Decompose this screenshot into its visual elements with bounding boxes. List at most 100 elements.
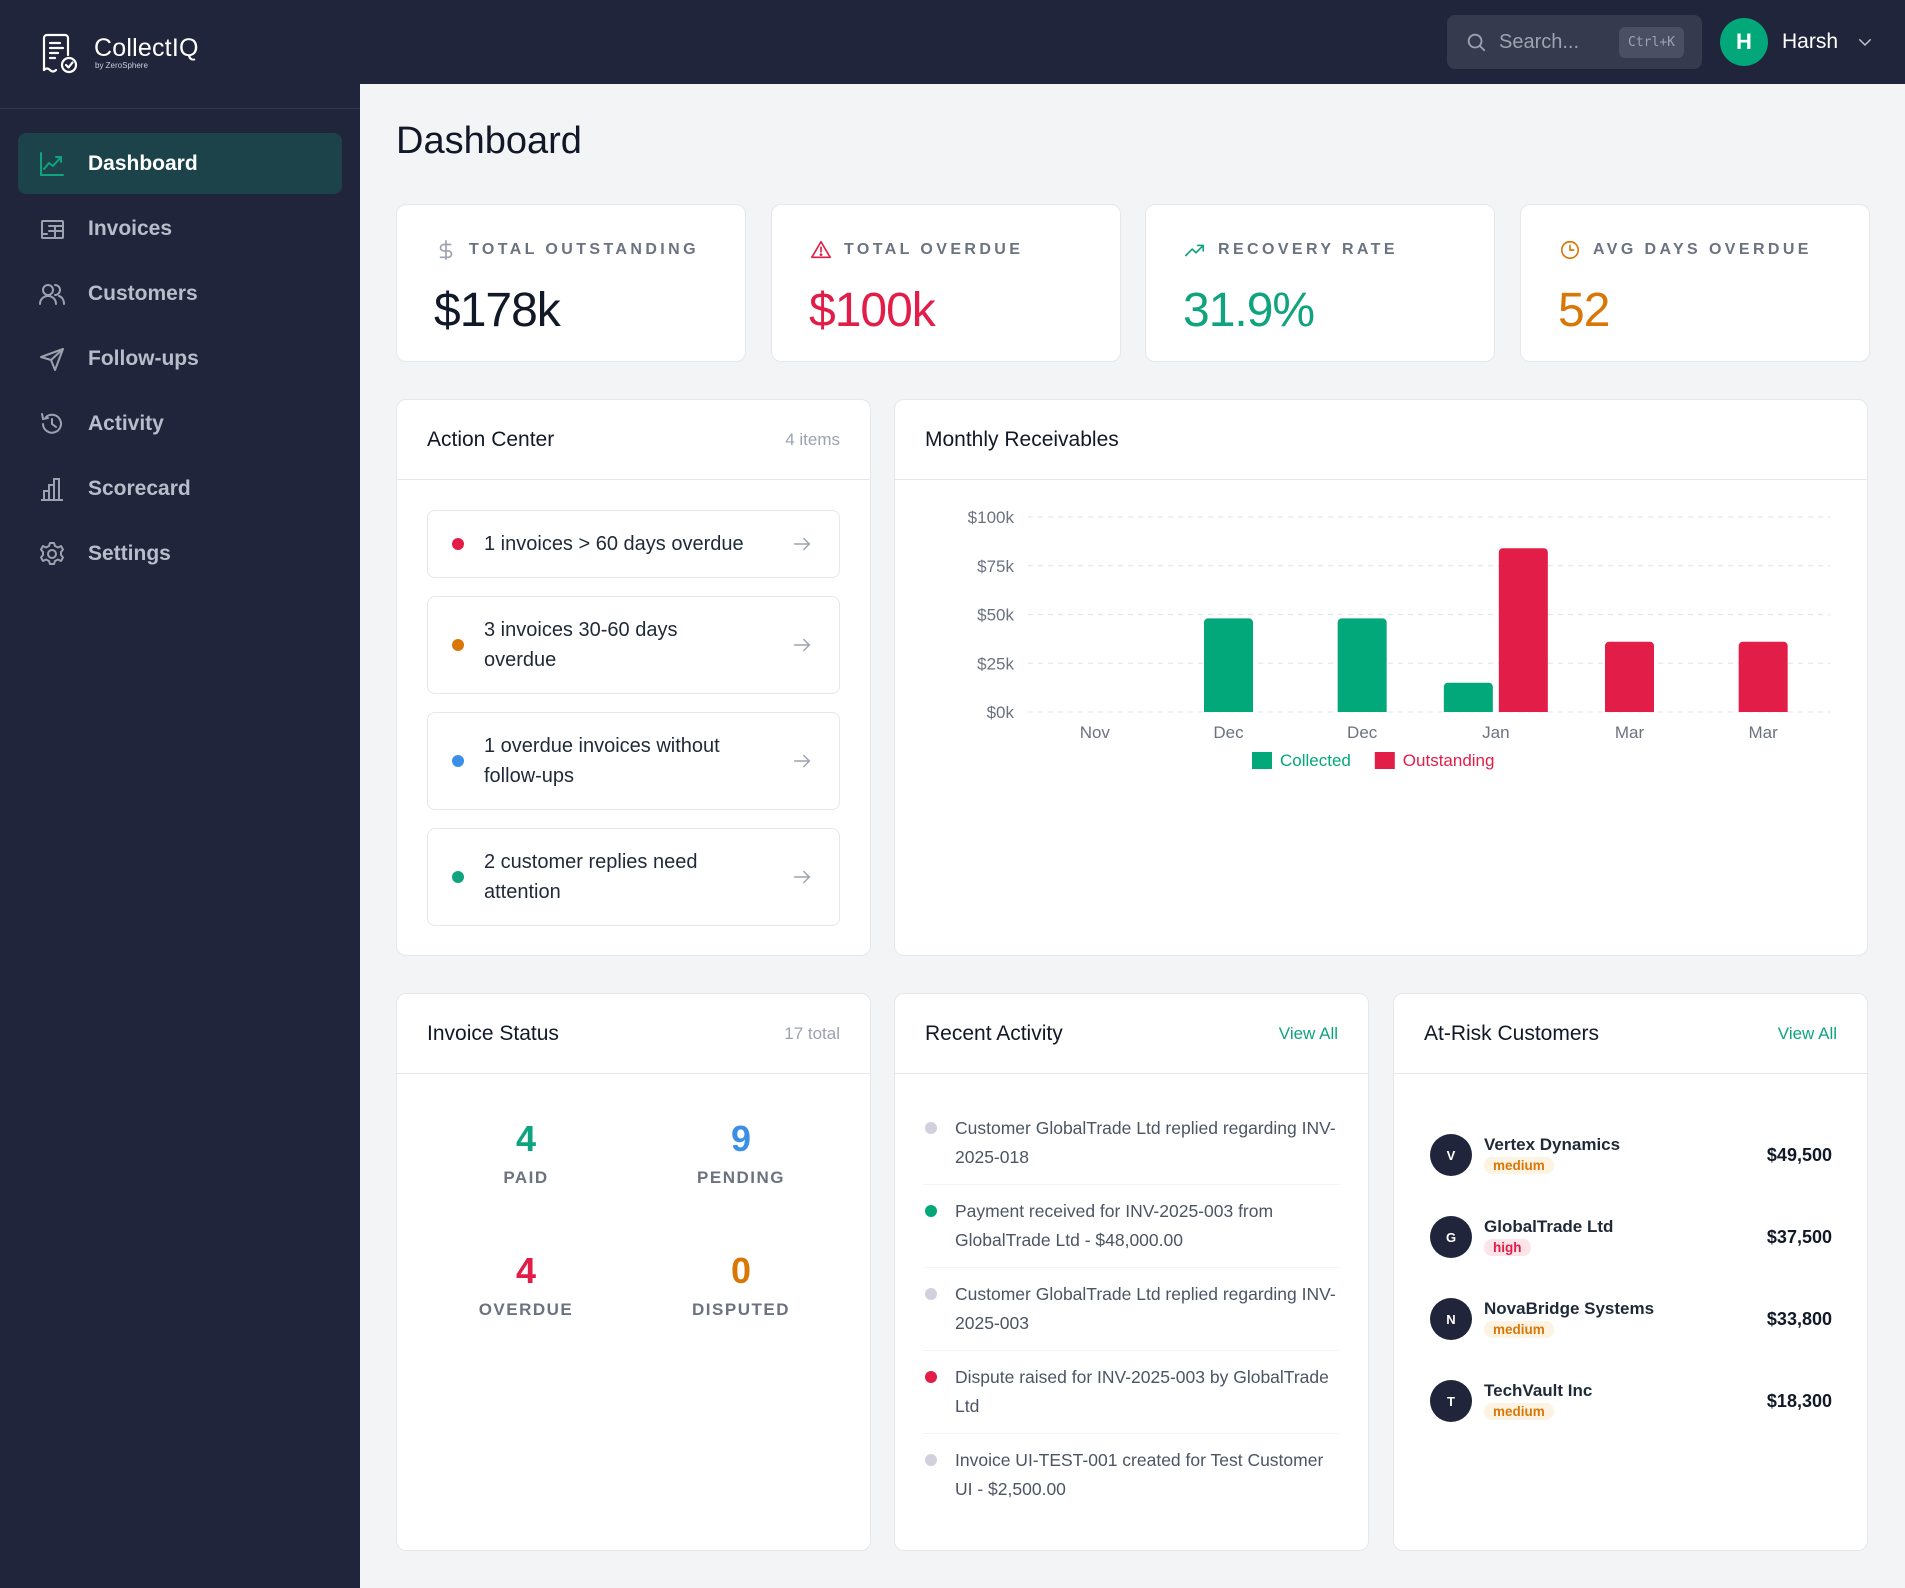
sidebar-divider [0,108,360,109]
customer-amount: $18,300 [1766,1390,1832,1411]
receipt-check-icon [42,33,78,74]
search-shortcut-badge: Ctrl+K [1619,26,1684,58]
action-text: 2 customer replies need attention [484,851,698,903]
chart-line-icon [40,151,64,176]
view-all-activity-link[interactable]: View All [1278,1023,1338,1043]
status-overdue[interactable]: 4 OVERDUE [426,1250,626,1320]
sidebar-item-scorecard[interactable]: Scorecard [18,458,342,519]
top-bar: CollectIQ by ZeroSphere Search... Ctrl+K… [0,0,1905,84]
card-title: Invoice Status [427,1021,559,1045]
action-item[interactable]: 3 invoices 30-60 days overdue [427,596,840,694]
card-title: Action Center [427,427,555,451]
activity-text: Invoice UI-TEST-001 created for Test Cus… [955,1450,1324,1499]
avatar: N [1430,1298,1472,1340]
chevron-down-icon [1859,39,1872,47]
status-count: 4 [515,1250,537,1291]
sidebar-item-label: Follow-ups [88,346,199,370]
action-item[interactable]: 2 customer replies need attention [427,828,840,926]
sidebar: Dashboard Invoices Customers Follow-ups … [0,84,360,1588]
activity-item[interactable]: Payment received for INV-2025-003 from G… [923,1185,1340,1268]
customer-amount: $49,500 [1766,1144,1832,1165]
customer-row[interactable]: T TechVault Inc medium $18,300 [1430,1360,1832,1442]
status-dot [925,1454,937,1466]
app-name: CollectIQ [94,34,199,62]
stat-value: 31.9% [1183,284,1315,337]
user-menu[interactable]: H Harsh [1720,18,1874,66]
customer-name: Vertex Dynamics [1484,1135,1621,1154]
bar-chart-icon [41,477,63,501]
svg-text:$50k: $50k [977,606,1014,625]
card-title: At-Risk Customers [1424,1021,1600,1045]
status-paid[interactable]: 4 PAID [426,1118,626,1188]
action-item[interactable]: 1 invoices > 60 days overdue [427,510,840,578]
stat-label: RECOVERY RATE [1218,241,1398,258]
sidebar-item-label: Customers [88,281,198,305]
status-pending[interactable]: 9 PENDING [641,1118,841,1188]
arrow-right-icon [793,638,811,652]
avatar: H [1720,18,1768,66]
activity-item[interactable]: Customer GlobalTrade Ltd replied regardi… [923,1102,1340,1185]
activity-item[interactable]: Invoice UI-TEST-001 created for Test Cus… [923,1434,1340,1516]
app-subtitle: by ZeroSphere [95,61,148,70]
status-dot [925,1371,937,1383]
stat-card-recovery-rate: RECOVERY RATE 31.9% [1145,204,1495,362]
sidebar-item-invoices[interactable]: Invoices [18,198,342,259]
customer-row[interactable]: G GlobalTrade Ltd high $37,500 [1430,1196,1832,1278]
user-name: Harsh [1782,30,1839,53]
sidebar-item-customers[interactable]: Customers [18,263,342,324]
history-icon [41,412,62,434]
status-label: PENDING [697,1168,785,1187]
trending-up-icon [1185,244,1205,257]
sidebar-item-activity[interactable]: Activity [18,393,342,454]
view-all-customers-link[interactable]: View All [1777,1023,1837,1043]
avatar: T [1430,1380,1472,1422]
sidebar-nav: Dashboard Invoices Customers Follow-ups … [18,133,342,588]
status-disputed[interactable]: 0 DISPUTED [641,1250,841,1320]
svg-text:$75k: $75k [977,557,1014,576]
action-item[interactable]: 1 overdue invoices without follow-ups [427,712,840,810]
arrow-right-icon [793,537,811,551]
sidebar-item-settings[interactable]: Settings [18,523,342,584]
status-label: OVERDUE [478,1300,574,1319]
svg-text:$0k: $0k [987,703,1015,722]
sidebar-item-dashboard[interactable]: Dashboard [18,133,342,194]
invoice-icon [41,219,64,239]
chart-canvas: $0k $25k $50k $75k $100k Nov Dec Dec Jan Mar Mar Co… [968,508,1830,770]
status-count: 0 [730,1250,752,1291]
risk-badge: medium [1484,1403,1554,1420]
stat-value: $178k [434,284,561,337]
svg-text:Dec: Dec [1347,723,1378,742]
bar-chart: $0k $25k $50k $75k $100k Nov Dec Dec Jan Mar Mar Co… [895,480,1867,900]
sidebar-item-follow-ups[interactable]: Follow-ups [18,328,342,389]
page-title: Dashboard [396,120,582,162]
activity-item[interactable]: Customer GlobalTrade Ltd replied regardi… [923,1268,1340,1351]
brand-logo[interactable]: CollectIQ by ZeroSphere [40,32,199,74]
risk-badge: medium [1484,1157,1554,1174]
recent-activity-card: Recent Activity View All Customer Global… [894,993,1369,1551]
search-input[interactable]: Search... Ctrl+K [1447,15,1702,69]
stat-value: 52 [1558,284,1610,337]
status-dot [452,639,464,651]
svg-text:Outstanding: Outstanding [1403,751,1495,770]
card-title: Recent Activity [925,1021,1063,1045]
sidebar-item-label: Scorecard [88,476,191,500]
arrow-right-icon [793,870,811,884]
sidebar-item-label: Invoices [88,216,173,240]
search-placeholder: Search... [1499,30,1580,53]
card-title: Monthly Receivables [925,427,1119,451]
avatar: V [1430,1134,1472,1176]
warning-icon [811,240,831,259]
svg-text:Collected: Collected [1280,751,1351,770]
risk-badge: medium [1484,1321,1554,1338]
dollar-icon [439,240,453,260]
stat-label: TOTAL OUTSTANDING [469,241,699,258]
customer-row[interactable]: V Vertex Dynamics medium $49,500 [1430,1114,1832,1196]
status-dot [925,1205,937,1217]
activity-text: Dispute raised for INV-2025-003 by Globa… [955,1367,1329,1416]
users-icon [39,283,65,305]
total-count: 17 total [784,1023,840,1043]
stat-card-total-overdue: TOTAL OVERDUE $100k [771,204,1121,362]
status-dot [452,538,464,550]
activity-item[interactable]: Dispute raised for INV-2025-003 by Globa… [923,1351,1340,1434]
customer-row[interactable]: N NovaBridge Systems medium $33,800 [1430,1278,1832,1360]
